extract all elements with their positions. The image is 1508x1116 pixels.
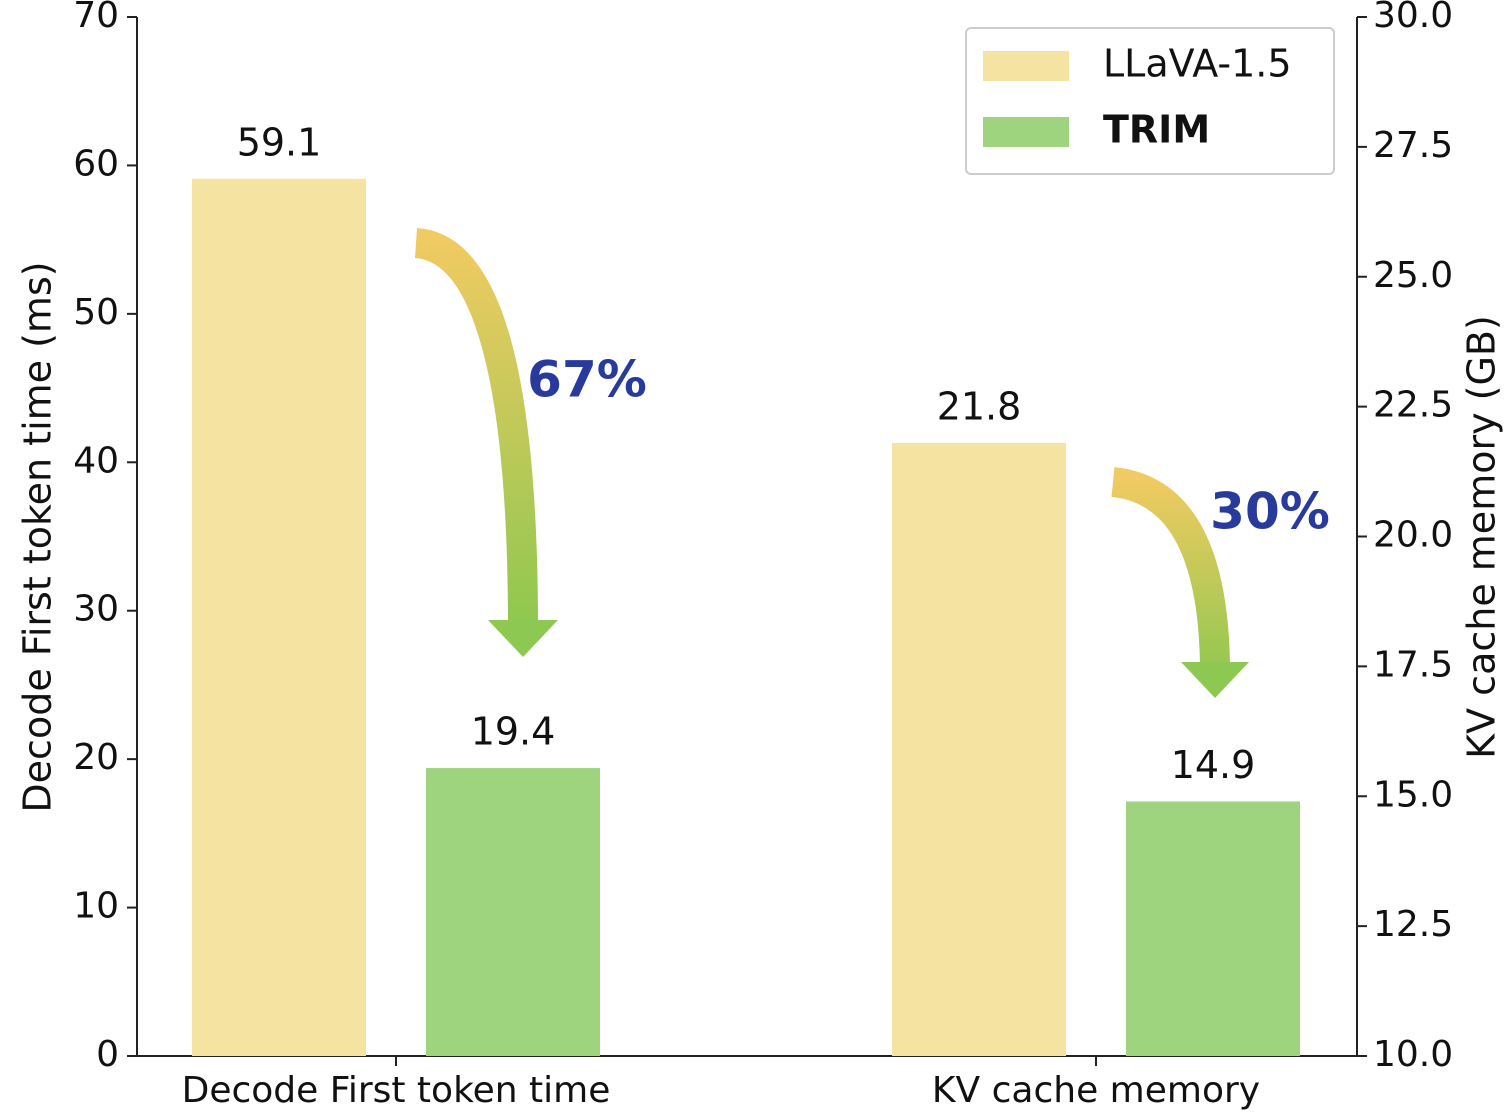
legend-swatch [983,51,1069,81]
y2-tick-label: 17.5 [1373,644,1453,685]
y-tick-label: 60 [73,143,119,184]
bar [1126,801,1300,1056]
y-tick-label: 40 [73,440,119,481]
y-tick-label: 50 [73,292,119,333]
arrow [413,228,558,657]
annotation: 30% [1210,483,1330,541]
y-tick-label: 10 [73,886,119,927]
arrow [1110,467,1249,698]
y-tick-label: 70 [73,0,119,36]
y2-tick-label: 15.0 [1373,774,1453,815]
legend-label: TRIM [1103,108,1210,152]
y2-tick-label: 30.0 [1373,0,1453,36]
y-tick-label: 0 [96,1034,119,1075]
bar [192,178,366,1057]
data-label: 19.4 [471,710,556,754]
y2-axis-title: KV cache memory (GB) [1460,315,1504,759]
y2-tick-label: 10.0 [1373,1034,1453,1075]
y2-tick-label: 12.5 [1373,904,1453,945]
y2-tick-label: 20.0 [1373,515,1453,556]
annotation: 67% [527,351,647,409]
bar [892,442,1066,1056]
y-axis-title: Decode First token time (ms) [16,261,60,812]
legend-swatch [983,117,1069,147]
data-label: 21.8 [937,384,1022,428]
legend-label: LLaVA-1.5 [1103,42,1292,86]
y-tick-label: 30 [73,589,119,630]
y-tick-label: 20 [73,737,119,778]
data-label: 59.1 [237,120,322,164]
y2-tick-label: 22.5 [1373,385,1453,426]
x-tick-label: KV cache memory [932,1070,1260,1111]
bar [426,768,600,1056]
data-label: 14.9 [1171,743,1256,787]
x-tick-label: Decode First token time [182,1070,611,1111]
y2-tick-label: 27.5 [1373,125,1453,166]
y2-tick-label: 25.0 [1373,255,1453,296]
